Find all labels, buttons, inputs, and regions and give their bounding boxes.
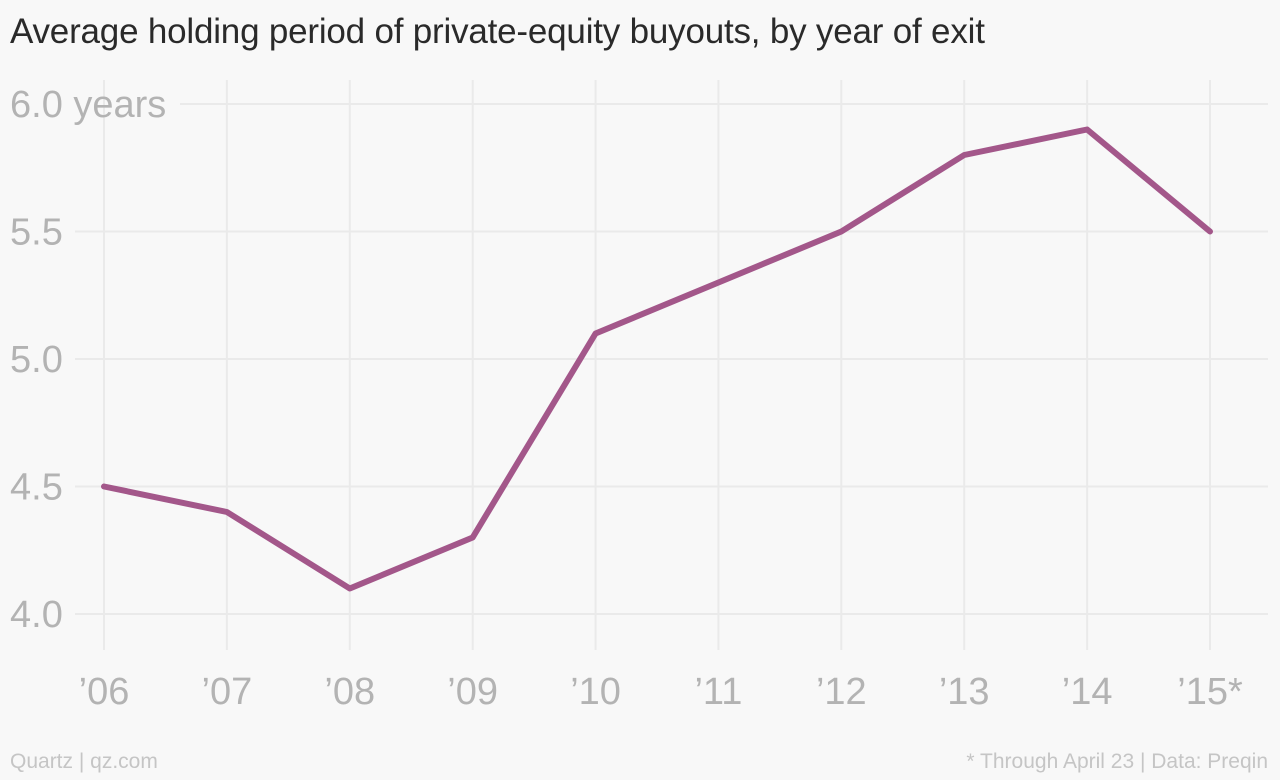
x-tick-label: ’08: [324, 671, 375, 713]
y-tick-label: 5.5: [10, 212, 63, 254]
x-gridlines: [103, 80, 1211, 650]
x-tick-label: ’15*: [1177, 671, 1243, 713]
x-tick-label: ’11: [694, 671, 742, 713]
x-tick-label: ’06: [79, 671, 130, 713]
y-tick-label: 4.5: [10, 467, 63, 509]
x-tick-label: ’13: [939, 671, 990, 713]
x-tick-labels: ’06 ’07 ’08 ’09 ’10 ’11 ’12 ’13 ’14 ’15*: [79, 671, 1243, 713]
footer-note: * Through April 23 | Data: Preqin: [966, 750, 1268, 773]
footer-source: Quartz | qz.com: [10, 750, 158, 773]
y-tick-label: 6.0 years: [10, 84, 166, 126]
series-group: [101, 126, 1213, 592]
y-gridlines: [75, 103, 1268, 615]
y-tick-label: 4.0: [10, 594, 63, 636]
x-tick-label: ’07: [202, 671, 253, 713]
x-tick-label: ’10: [570, 671, 621, 713]
x-tick-label: ’09: [447, 671, 498, 713]
x-tick-label: ’14: [1062, 671, 1113, 713]
series-line: [101, 126, 1213, 592]
x-tick-label: ’12: [816, 671, 867, 713]
y-tick-label: 5.0: [10, 339, 63, 381]
chart-title: Average holding period of private-equity…: [10, 12, 985, 51]
y-tick-labels: 6.0 years 5.5 5.0 4.5 4.0: [10, 84, 166, 636]
